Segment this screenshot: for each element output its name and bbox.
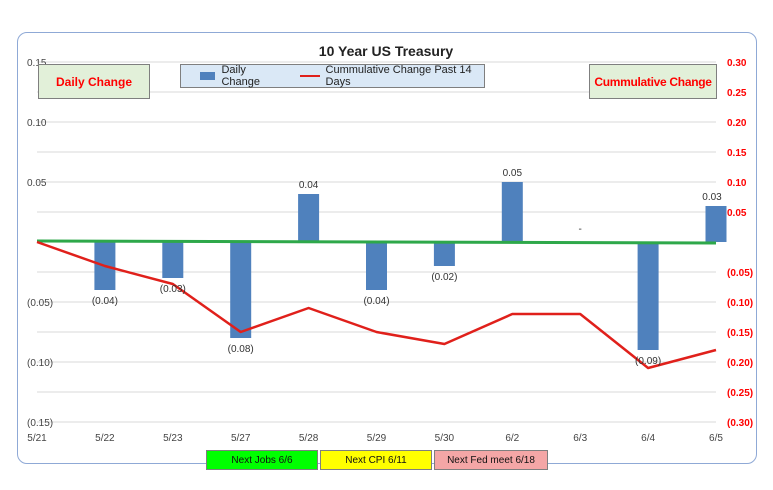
left-tick-label: (0.15) xyxy=(27,418,53,429)
legend: Daily Change Cummulative Change Past 14 … xyxy=(180,64,485,88)
bar xyxy=(705,206,727,242)
bar xyxy=(162,242,184,278)
x-tick-label: 6/4 xyxy=(641,433,655,444)
bar-value-label: 0.04 xyxy=(299,180,319,191)
bar-value-label: (0.09) xyxy=(635,356,661,367)
event-next-jobs: Next Jobs 6/6 xyxy=(206,450,318,470)
chart-title: 10 Year US Treasury xyxy=(319,43,454,59)
right-tick-label: 0.15 xyxy=(727,148,747,159)
legend-line-label: Cummulative Change Past 14 Days xyxy=(325,64,472,88)
x-tick-label: 5/23 xyxy=(163,433,183,444)
daily-change-badge: Daily Change xyxy=(38,64,150,99)
right-tick-label: 0.25 xyxy=(727,88,747,99)
right-tick-label: (0.10) xyxy=(727,298,753,309)
bar xyxy=(501,182,523,242)
zero-line xyxy=(36,239,717,245)
x-tick-label: 5/28 xyxy=(299,433,319,444)
bar-value-label: (0.02) xyxy=(431,272,457,283)
bar xyxy=(637,242,659,350)
bar xyxy=(433,242,455,266)
bar-value-label: (0.04) xyxy=(92,296,118,307)
right-tick-label: 0.20 xyxy=(727,118,747,129)
left-tick-label: 0.05 xyxy=(27,178,47,189)
left-tick-label: 0.10 xyxy=(27,118,47,129)
data-labels: (0.04) (0.03) (0.08) 0.04 (0.04) (0.02) 0.05 - (… xyxy=(92,168,722,367)
cumulative-line xyxy=(36,240,717,370)
cumulative-change-badge: Cummulative Change xyxy=(589,64,717,99)
line-series xyxy=(36,240,717,370)
x-tick-label: 6/3 xyxy=(573,433,587,444)
bar-value-label: 0.05 xyxy=(503,168,523,179)
right-tick-label: 0.30 xyxy=(727,58,747,69)
axis-ticks: 0.15 0.10 0.05 (0.05) (0.10) (0.15) 0.30 0.25 0.… xyxy=(27,58,753,444)
x-tick-label: 5/22 xyxy=(95,433,115,444)
bar-value-label: 0.03 xyxy=(702,192,722,203)
x-tick-label: 6/5 xyxy=(709,433,723,444)
x-tick-label: 5/21 xyxy=(27,433,47,444)
zero-axis-line xyxy=(36,239,717,245)
bar-series xyxy=(94,182,727,350)
left-tick-label: (0.05) xyxy=(27,298,53,309)
legend-bar-label: Daily Change xyxy=(221,64,260,88)
bar-value-label: (0.08) xyxy=(228,344,254,355)
legend-bar-swatch xyxy=(200,72,216,80)
bar xyxy=(298,194,320,242)
right-tick-label: 0.05 xyxy=(727,208,747,219)
legend-line-swatch xyxy=(299,75,320,77)
bar-value-label: (0.03) xyxy=(160,284,186,295)
bar-value-label: - xyxy=(579,224,582,235)
x-tick-label: 5/27 xyxy=(231,433,251,444)
right-tick-label: (0.05) xyxy=(727,268,753,279)
event-next-cpi: Next CPI 6/11 xyxy=(320,450,432,470)
x-tick-label: 6/2 xyxy=(505,433,519,444)
x-tick-label: 5/30 xyxy=(435,433,455,444)
right-tick-label: (0.20) xyxy=(727,358,753,369)
bar-value-label: (0.04) xyxy=(363,296,389,307)
bar xyxy=(230,242,252,338)
right-tick-label: 0.10 xyxy=(727,178,747,189)
left-tick-label: (0.10) xyxy=(27,358,53,369)
right-tick-label: (0.25) xyxy=(727,388,753,399)
right-tick-label: (0.15) xyxy=(727,328,753,339)
bar xyxy=(366,242,387,290)
left-tick-label: 0.15 xyxy=(27,58,47,69)
event-next-fed: Next Fed meet 6/18 xyxy=(434,450,548,470)
right-tick-label: (0.30) xyxy=(727,418,753,429)
x-tick-label: 5/29 xyxy=(367,433,387,444)
